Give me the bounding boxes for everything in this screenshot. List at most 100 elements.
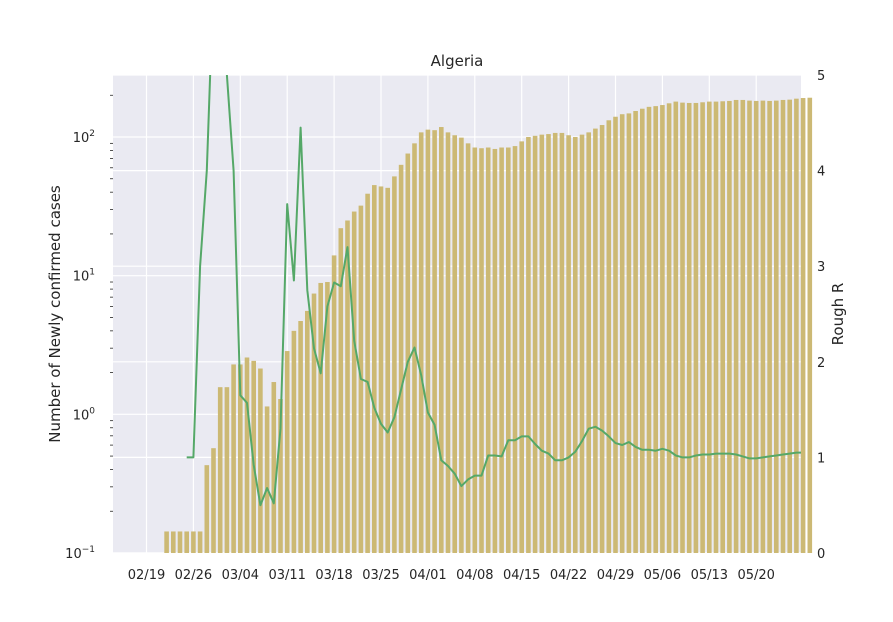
y2-tick-label: 0 (817, 547, 825, 562)
bar (171, 531, 176, 553)
bar (686, 102, 692, 553)
y-axis-label: Number of Newly confirmed cases (46, 185, 64, 443)
x-tick-label: 04/01 (409, 568, 446, 583)
x-axis-ticks: 02/19 02/26 03/04 03/11 03/18 03/25 04/01 04/08… (128, 568, 775, 583)
bar (325, 282, 330, 553)
bar (184, 531, 189, 553)
x-tick-label: 05/13 (691, 568, 728, 583)
bar (546, 134, 551, 553)
bar (204, 465, 210, 553)
x-tick-label: 04/29 (597, 568, 634, 583)
bar (445, 132, 451, 554)
x-tick-label: 03/04 (222, 568, 259, 583)
bar (439, 127, 444, 553)
x-tick-label: 04/15 (503, 568, 540, 583)
bar (526, 137, 531, 554)
bar (432, 130, 437, 553)
bar (532, 135, 538, 553)
bar (499, 147, 504, 554)
y-tick-exponent: 2 (89, 129, 95, 139)
bar (599, 125, 605, 554)
bar (747, 100, 752, 554)
bar (492, 148, 498, 553)
x-tick-label: 05/06 (644, 568, 681, 583)
bar (378, 186, 384, 553)
bar (519, 141, 524, 553)
bar (619, 114, 625, 554)
bar (479, 148, 484, 553)
y-tick-label: 10−1 (65, 545, 95, 562)
bar (613, 116, 618, 553)
bar (452, 135, 457, 553)
bar (372, 185, 377, 554)
bar (506, 147, 511, 554)
bar (780, 99, 786, 553)
bar (539, 134, 545, 553)
y-tick-label: 100 (73, 406, 96, 423)
bar (345, 220, 350, 554)
bar (271, 382, 277, 553)
bar (385, 187, 390, 553)
bar (680, 102, 685, 554)
y2-tick-label: 1 (817, 451, 825, 466)
bar (800, 98, 806, 553)
chart-title: Algeria (431, 52, 484, 70)
bar (298, 321, 303, 553)
y2-axis-label: Rough R (829, 283, 847, 346)
bar (365, 193, 370, 554)
x-tick-label: 04/22 (550, 568, 587, 583)
bar (660, 105, 665, 553)
x-tick-label: 03/18 (315, 568, 352, 583)
bar (512, 146, 518, 553)
bar (807, 97, 813, 554)
bar (224, 387, 230, 553)
bar (231, 364, 236, 553)
bar (217, 387, 223, 553)
y2-tick-label: 2 (817, 356, 825, 371)
bar (566, 135, 571, 553)
bar (459, 137, 464, 553)
bar (244, 357, 250, 553)
bar (465, 143, 471, 554)
bar (164, 531, 169, 553)
bar (331, 255, 337, 553)
bar (351, 211, 357, 553)
y-tick-exponent: 1 (89, 268, 95, 278)
bar (284, 351, 290, 553)
bar (593, 128, 598, 553)
y2-tick-label: 3 (817, 260, 825, 275)
bar (586, 132, 591, 554)
bar (666, 103, 672, 553)
x-tick-label: 03/11 (268, 568, 305, 583)
bar (305, 310, 310, 553)
bar (794, 98, 799, 553)
y2-tick-label: 5 (817, 69, 825, 84)
bar (338, 228, 344, 553)
bar (606, 120, 612, 553)
bar (552, 132, 558, 553)
bar (472, 147, 478, 554)
x-tick-label: 05/20 (737, 568, 774, 583)
bar (392, 176, 397, 553)
bar (693, 102, 699, 553)
x-tick-label: 04/08 (456, 568, 493, 583)
y-tick-exponent: −1 (82, 545, 95, 555)
bar (733, 99, 739, 553)
rough-r-line (186, 75, 801, 507)
y-tick-label: 101 (73, 268, 95, 285)
bar (646, 106, 652, 553)
bar (291, 330, 297, 553)
bar (626, 113, 632, 553)
bar (318, 282, 323, 553)
bar (713, 101, 719, 554)
bar (485, 147, 491, 554)
bar-series (164, 97, 813, 554)
bar (573, 137, 578, 554)
y2-axis-ticks: 0 1 2 3 4 5 (817, 69, 825, 562)
bar (177, 531, 183, 553)
bar (211, 448, 216, 553)
bar (258, 368, 263, 553)
bar (774, 100, 779, 554)
